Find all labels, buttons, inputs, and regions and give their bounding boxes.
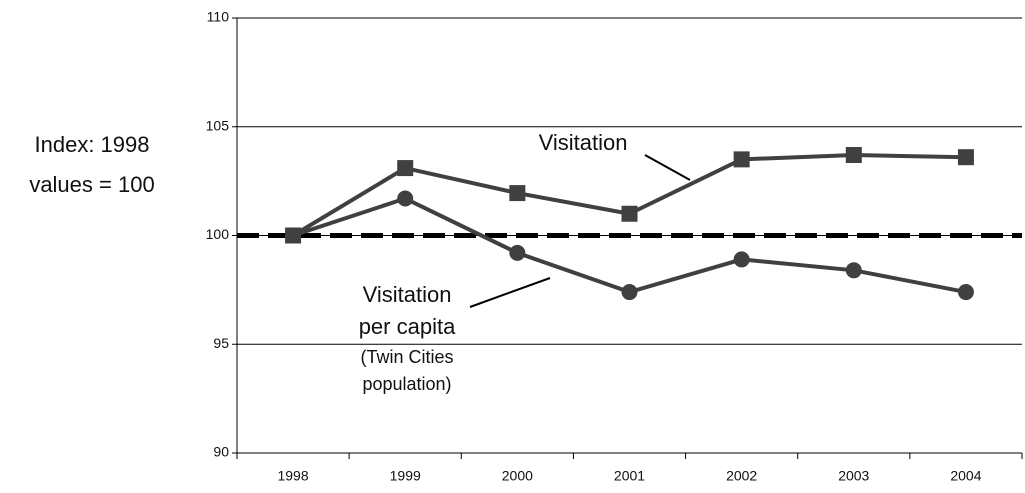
leader-line bbox=[644, 154, 691, 181]
y-tick-label: 105 bbox=[206, 117, 230, 133]
y-tick-label: 95 bbox=[213, 335, 229, 351]
marker bbox=[845, 262, 862, 279]
marker bbox=[957, 149, 974, 166]
marker bbox=[509, 244, 526, 261]
x-tick-label: 2002 bbox=[726, 468, 757, 484]
marker bbox=[733, 251, 750, 268]
x-tick-label: 2004 bbox=[950, 468, 981, 484]
marker bbox=[733, 151, 750, 168]
x-tick-label: 1999 bbox=[390, 468, 421, 484]
annotation: Visitation bbox=[539, 130, 628, 155]
marker bbox=[957, 284, 974, 301]
marker bbox=[285, 227, 302, 244]
annotation: per capita bbox=[359, 314, 456, 339]
x-tick-label: 1998 bbox=[277, 468, 308, 484]
marker bbox=[397, 190, 414, 207]
marker bbox=[621, 205, 638, 222]
marker bbox=[509, 185, 526, 202]
y-tick-label: 110 bbox=[207, 9, 230, 25]
annotation: Visitation bbox=[363, 282, 452, 307]
leader-line bbox=[469, 277, 551, 308]
x-tick-label: 2001 bbox=[614, 468, 645, 484]
marker bbox=[397, 160, 414, 177]
marker bbox=[845, 147, 862, 164]
x-tick-label: 2003 bbox=[838, 468, 869, 484]
annotation: (Twin Cities bbox=[360, 347, 453, 367]
series-line bbox=[292, 153, 966, 238]
annotation: population) bbox=[362, 374, 451, 394]
marker bbox=[621, 284, 638, 301]
y-axis-label: Index: 1998 bbox=[35, 132, 150, 157]
y-axis-label: values = 100 bbox=[29, 172, 154, 197]
x-tick-label: 2000 bbox=[502, 468, 533, 484]
y-tick-label: 90 bbox=[213, 444, 229, 460]
y-tick-label: 100 bbox=[206, 226, 230, 242]
